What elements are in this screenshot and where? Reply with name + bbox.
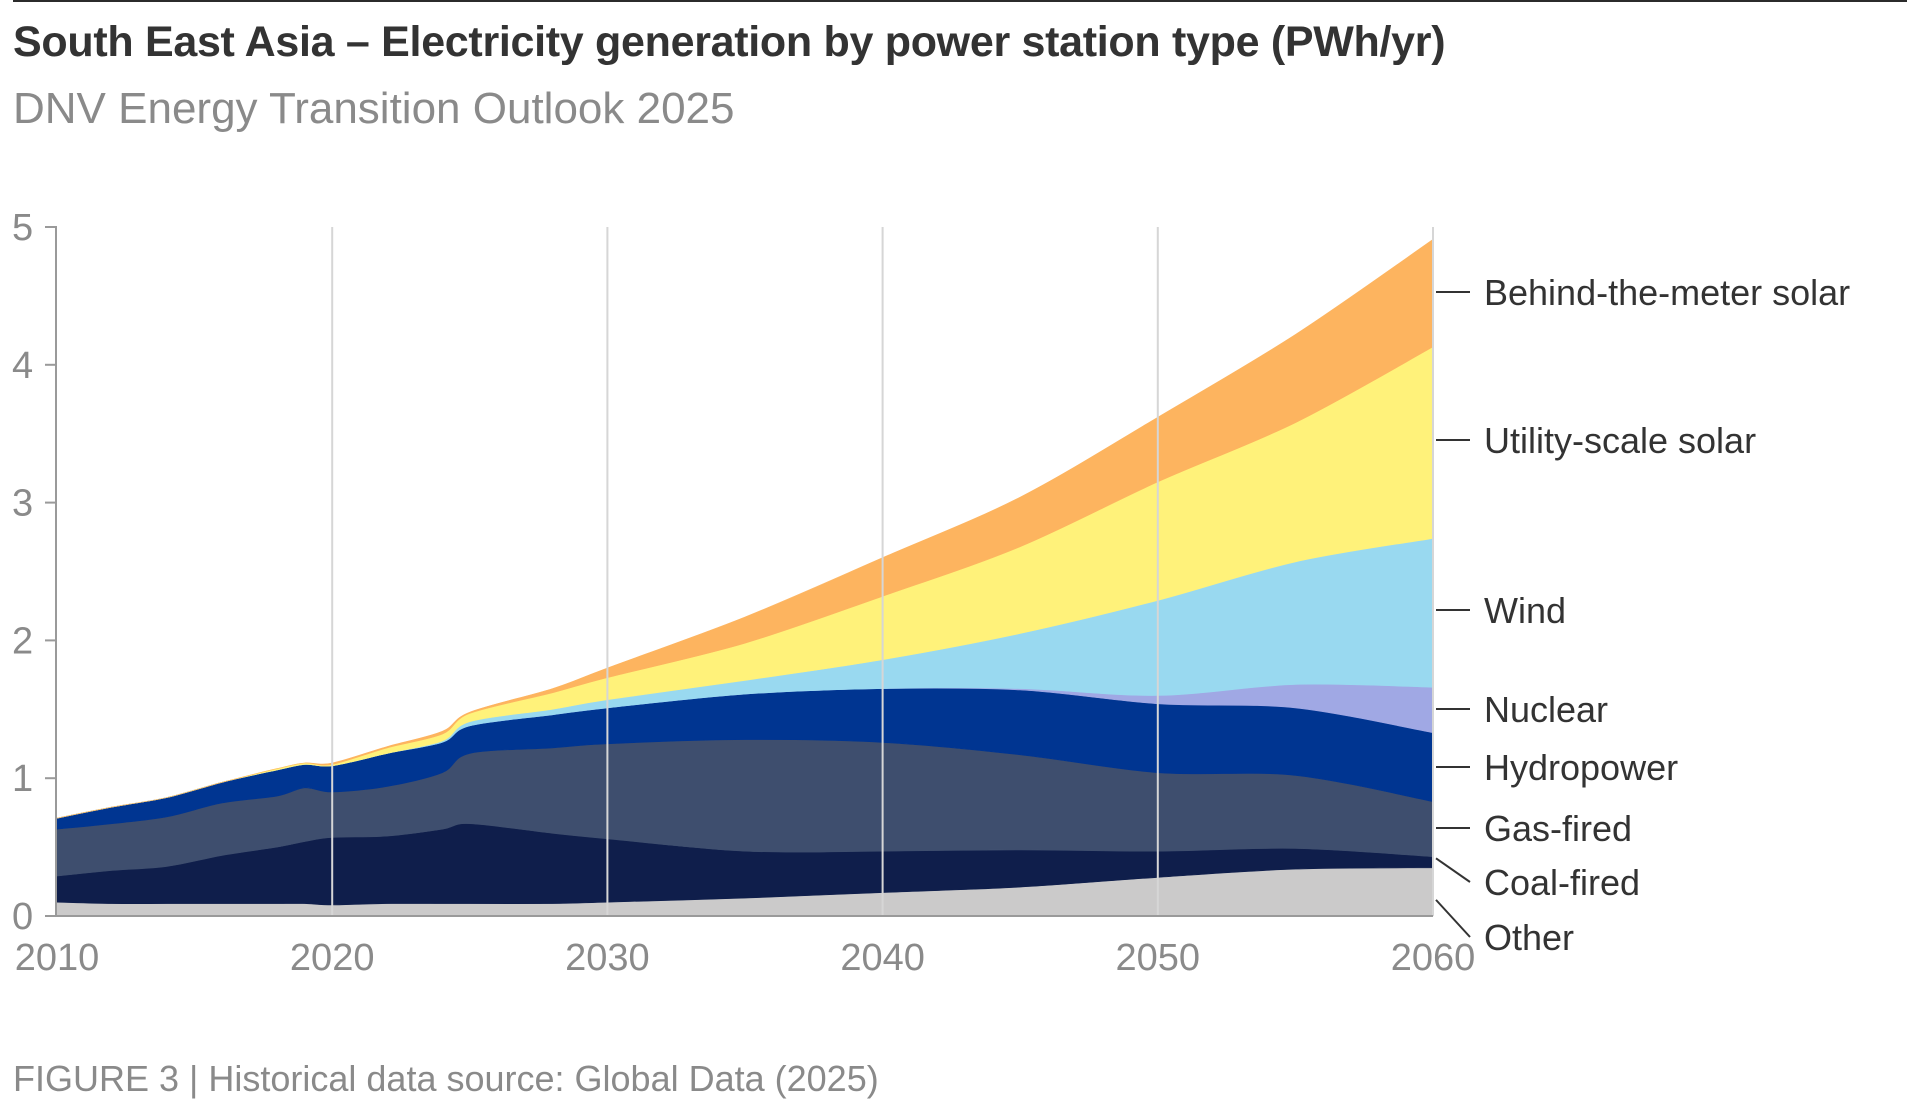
gridlines <box>331 227 1434 916</box>
series-label-other: Other <box>1484 917 1574 958</box>
y-tick-label: 2 <box>12 620 33 662</box>
series-label-hydropower: Hydropower <box>1484 747 1678 788</box>
leader-line-coal-fired <box>1435 857 1471 883</box>
y-tick-label: 5 <box>12 207 33 249</box>
x-tick-label: 2060 <box>1391 937 1476 979</box>
series-label-wind: Wind <box>1484 590 1566 631</box>
series-labels: Behind-the-meter solar Utility-scale sola… <box>1435 272 1850 958</box>
top-rule <box>13 0 1907 2</box>
series-label-nuclear: Nuclear <box>1484 689 1608 730</box>
series-label-behind-the-meter-solar: Behind-the-meter solar <box>1484 272 1850 313</box>
x-tick-label: 2030 <box>565 937 650 979</box>
series-label-utility-scale-solar: Utility-scale solar <box>1484 420 1756 461</box>
series-label-gas-fired: Gas-fired <box>1484 808 1632 849</box>
y-tick-label: 4 <box>12 345 33 387</box>
x-tick-label: 2040 <box>840 937 925 979</box>
series-label-coal-fired: Coal-fired <box>1484 862 1640 903</box>
y-tick-label: 0 <box>12 896 33 938</box>
chart-subtitle: DNV Energy Transition Outlook 2025 <box>13 84 735 133</box>
y-tick-label: 3 <box>12 483 33 525</box>
figure-caption: FIGURE 3 | Historical data source: Globa… <box>13 1058 879 1099</box>
y-tick-label: 1 <box>12 758 33 800</box>
x-tick-label: 2050 <box>1116 937 1201 979</box>
x-tick-label: 2020 <box>290 937 375 979</box>
chart-title: South East Asia – Electricity generation… <box>13 18 1446 66</box>
leader-line-other <box>1435 899 1471 938</box>
area-layer <box>56 238 1434 917</box>
x-tick-label: 2010 <box>15 937 100 979</box>
axes: 0 1 2 3 4 5 2010 2020 2030 2040 2050 2060 <box>12 207 1475 979</box>
